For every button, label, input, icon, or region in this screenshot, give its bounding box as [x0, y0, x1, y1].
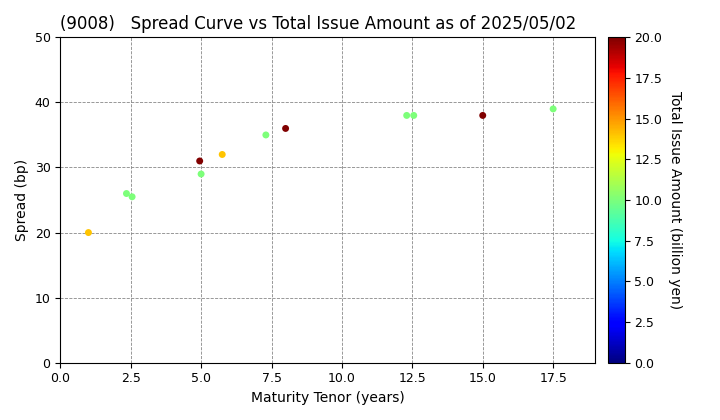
Point — [408, 112, 420, 119]
Point — [217, 151, 228, 158]
Point — [477, 112, 488, 119]
Point — [280, 125, 292, 132]
Y-axis label: Spread (bp): Spread (bp) — [15, 159, 29, 241]
Point — [83, 229, 94, 236]
Point — [194, 158, 205, 164]
Text: (9008)   Spread Curve vs Total Issue Amount as of 2025/05/02: (9008) Spread Curve vs Total Issue Amoun… — [60, 15, 577, 33]
Point — [401, 112, 413, 119]
Point — [547, 105, 559, 112]
Point — [195, 171, 207, 177]
Point — [126, 194, 138, 200]
Point — [260, 131, 271, 138]
X-axis label: Maturity Tenor (years): Maturity Tenor (years) — [251, 391, 405, 405]
Point — [121, 190, 132, 197]
Y-axis label: Total Issue Amount (billion yen): Total Issue Amount (billion yen) — [667, 91, 682, 309]
